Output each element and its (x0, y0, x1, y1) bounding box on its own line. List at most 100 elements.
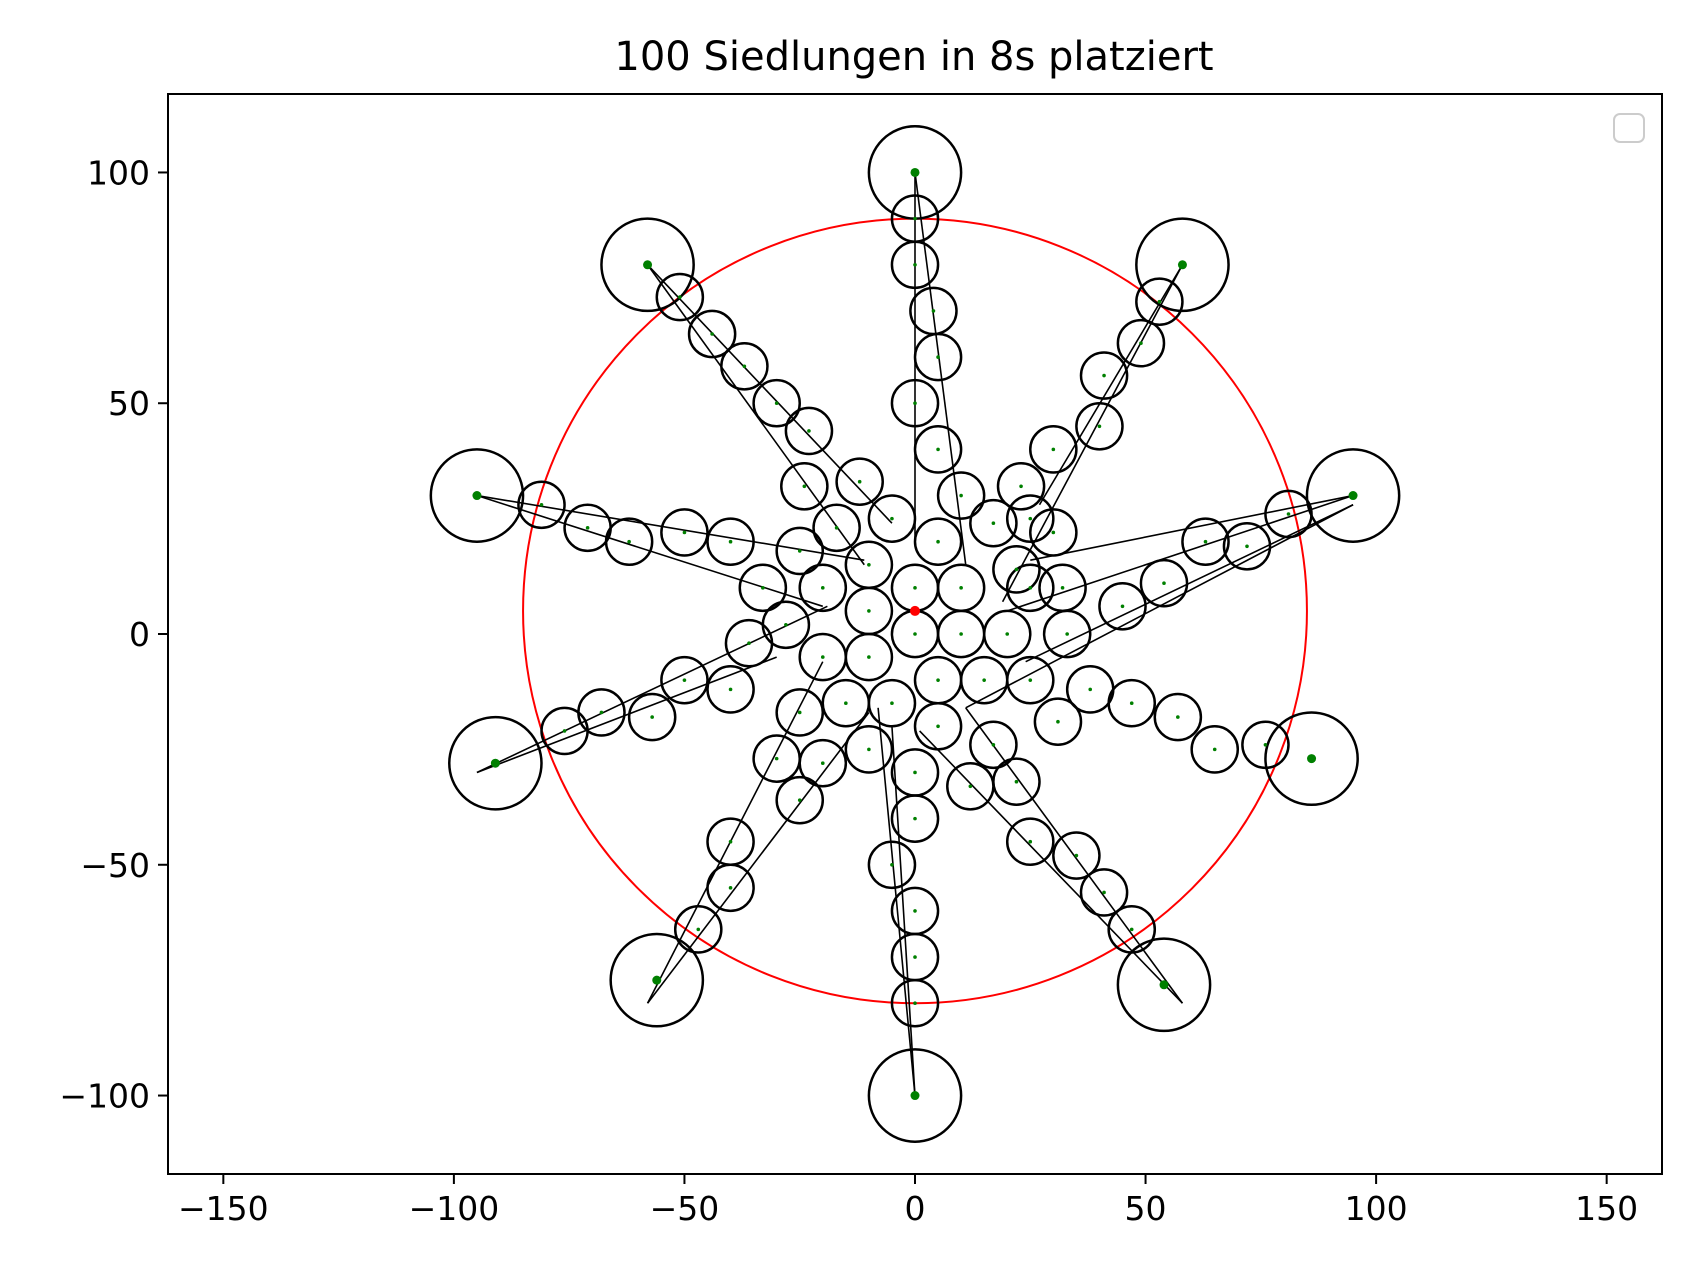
large-settlement-center (1159, 980, 1169, 990)
small-settlement-circle (798, 563, 848, 613)
small-settlement-center (931, 309, 936, 313)
x-tick-label: 0 (905, 1189, 926, 1228)
small-settlement-center (728, 687, 733, 692)
small-settlement-center (1212, 747, 1217, 752)
small-settlement-center (913, 586, 917, 590)
small-settlement-center (774, 756, 779, 761)
small-settlement-center (1005, 632, 1010, 636)
small-settlement-center (1088, 687, 1093, 692)
small-settlement-center (820, 586, 825, 590)
small-settlement-center (802, 484, 807, 489)
small-settlement-center (1019, 484, 1023, 489)
x-tick-label: −150 (178, 1189, 269, 1228)
small-settlement-center (991, 742, 996, 747)
connection-line (891, 726, 916, 1096)
small-settlement-center (959, 493, 963, 498)
small-settlement-center (1263, 742, 1268, 747)
connection-line (965, 707, 1184, 1004)
small-settlement-center (797, 710, 802, 715)
small-settlement-center (820, 655, 825, 659)
small-settlement-center (599, 710, 604, 715)
y-tick-label: 50 (108, 384, 150, 423)
small-settlement-circle (1052, 831, 1101, 880)
small-settlement-center (890, 862, 894, 867)
large-settlement-circle (1264, 711, 1359, 807)
y-axis: −100 −50 0 50 100 (59, 153, 168, 1116)
large-settlement-center (1177, 260, 1187, 270)
small-settlement-center (1203, 539, 1208, 544)
small-settlement-circle (775, 688, 825, 737)
small-settlement-center (913, 262, 917, 267)
small-settlement-center (682, 530, 687, 535)
small-settlement-center (728, 839, 733, 844)
small-settlement-center (797, 798, 802, 802)
connection-line (646, 264, 893, 524)
small-settlement-circle (775, 526, 825, 576)
y-tick-label: 0 (129, 615, 150, 654)
connection-line (476, 605, 828, 774)
small-settlement-circle (798, 632, 848, 682)
small-settlement-center (728, 539, 733, 544)
small-settlement-center (936, 539, 940, 544)
small-settlement-circle (1098, 581, 1147, 631)
large-settlement-circle (609, 932, 705, 1028)
x-tick-label: −100 (409, 1189, 500, 1228)
large-settlement-circle (1305, 448, 1401, 543)
small-settlement-center (913, 632, 917, 636)
large-settlement-circle (429, 448, 525, 543)
small-settlement-center (936, 678, 940, 682)
small-settlement-center (797, 549, 802, 553)
connection-line (1038, 264, 1184, 506)
small-settlement-circle (517, 480, 566, 530)
small-settlement-center (747, 641, 751, 646)
small-settlement-circle (738, 563, 788, 613)
small-settlement-center (1074, 853, 1079, 858)
small-settlement-circle (812, 503, 861, 553)
y-tick-label: −100 (59, 1077, 150, 1116)
large-settlement-center (643, 260, 653, 270)
small-settlement-center (913, 401, 917, 406)
small-settlement-center (1176, 715, 1180, 719)
small-settlement-center (1014, 779, 1019, 784)
small-settlement-circle (1135, 277, 1184, 327)
small-settlement-center (867, 562, 871, 567)
connection-line (1001, 264, 1184, 603)
small-settlement-circle (844, 540, 894, 590)
large-settlement-circle (600, 217, 695, 313)
small-settlement-center (913, 955, 917, 959)
small-settlement-center (774, 401, 779, 406)
small-settlement-center (627, 539, 631, 544)
small-settlement-center (682, 678, 687, 682)
small-settlement-center (834, 526, 839, 530)
small-settlement-center (1014, 567, 1019, 572)
connection-line (646, 661, 824, 1004)
large-settlement-center (910, 167, 920, 177)
small-settlement-center (991, 521, 996, 526)
small-settlement-circle (1079, 351, 1129, 400)
small-settlement-center (1051, 530, 1056, 535)
connection-line (1025, 504, 1354, 663)
small-settlement-center (761, 586, 765, 590)
small-settlement-circle (996, 461, 1046, 511)
small-settlement-center (890, 701, 894, 706)
small-settlement-center (650, 715, 654, 719)
small-settlement-circle (660, 508, 709, 557)
connection-line (919, 730, 1184, 1004)
large-settlement-center (652, 975, 662, 985)
small-settlement-center (867, 609, 871, 613)
small-settlement-center (959, 586, 963, 590)
small-settlement-center (696, 927, 701, 932)
small-settlement-center (959, 632, 963, 636)
small-settlement-circle (835, 457, 884, 507)
small-settlement-circle (724, 618, 774, 668)
small-settlement-circle (992, 545, 1041, 594)
large-settlement-circle (1135, 217, 1230, 313)
small-settlement-circle (1038, 563, 1087, 613)
small-settlement-circle (706, 665, 755, 714)
small-settlement-center (936, 447, 940, 452)
small-settlement-center (913, 909, 917, 913)
small-settlement-center (1028, 516, 1033, 521)
small-settlement-center (1028, 678, 1033, 682)
x-tick-label: −50 (650, 1189, 720, 1228)
